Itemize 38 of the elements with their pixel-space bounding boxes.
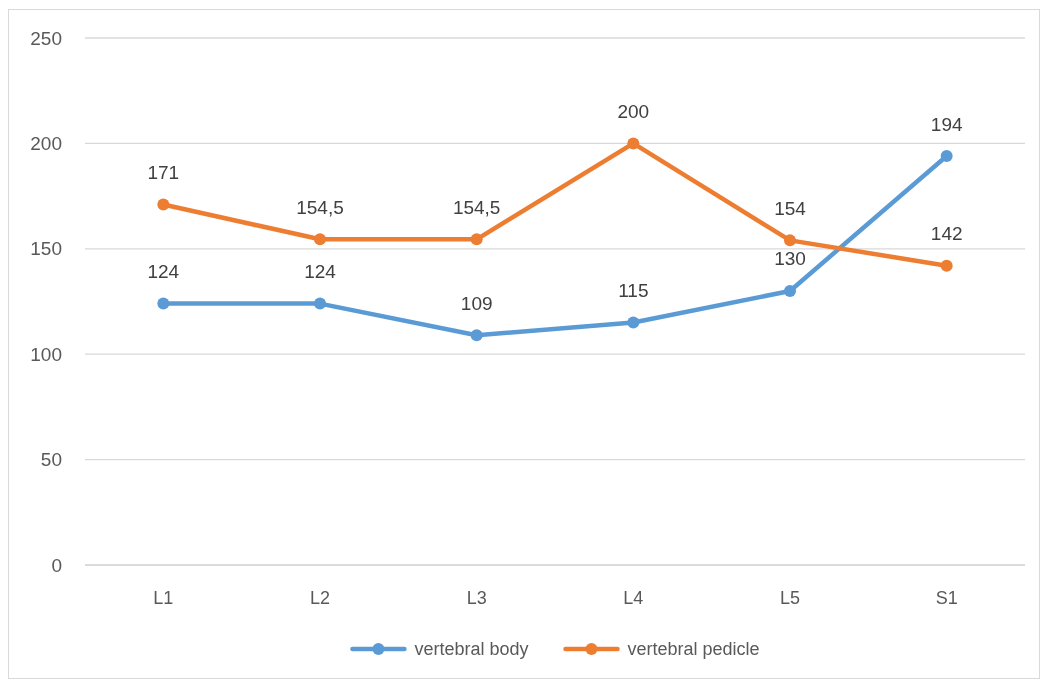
legend-label: vertebral pedicle: [627, 639, 760, 659]
x-tick-label: L2: [309, 588, 331, 608]
point: [627, 316, 640, 329]
data-label: 154,5: [296, 196, 344, 218]
point: [940, 259, 953, 272]
y-tick-label: 250: [30, 27, 62, 49]
data-label: 115: [618, 280, 649, 302]
point: [784, 284, 796, 297]
data-label: 130: [774, 248, 806, 270]
data-label: 154: [774, 197, 807, 219]
y-tick-label: 200: [30, 132, 62, 154]
data-label: 109: [460, 292, 493, 314]
y-tick-label: 100: [30, 343, 62, 365]
point: [314, 297, 326, 310]
point: [470, 329, 483, 342]
point: [157, 297, 170, 310]
data-label: 124: [304, 261, 337, 283]
point: [314, 233, 326, 246]
data-label: 142: [930, 223, 963, 245]
point: [157, 198, 170, 211]
point: [784, 234, 796, 247]
x-tick-label: L1: [153, 588, 174, 608]
x-tick-label: L3: [466, 588, 487, 608]
x-tick-label: L4: [623, 588, 644, 608]
data-label: 124: [147, 261, 180, 283]
point: [940, 150, 953, 163]
x-tick-label: S1: [935, 588, 958, 608]
data-label: 200: [617, 100, 650, 122]
legend-label: vertebral body: [414, 639, 529, 659]
data-label: 154,5: [452, 196, 501, 218]
y-tick-label: 0: [51, 554, 62, 576]
x-tick-label: L5: [779, 588, 801, 608]
data-label: 171: [147, 162, 180, 184]
point: [470, 233, 483, 246]
y-tick-label: 50: [40, 449, 62, 471]
point: [627, 137, 640, 150]
data-label: 194: [930, 113, 963, 135]
y-tick-label: 150: [30, 238, 62, 260]
